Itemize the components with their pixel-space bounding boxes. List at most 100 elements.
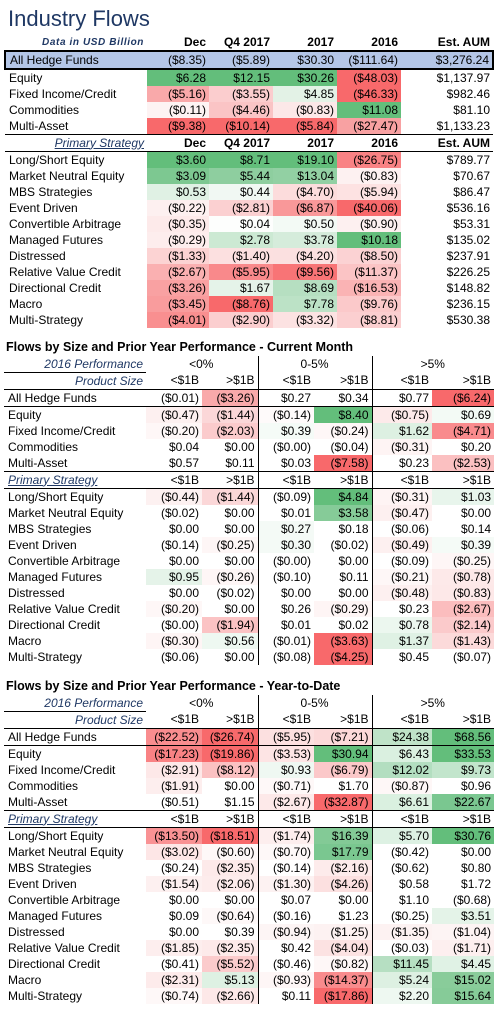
table-cell: ($0.94) xyxy=(257,924,315,940)
table-cell: $0.00 xyxy=(461,844,492,859)
row-label: Fixed Income/Credit xyxy=(9,86,117,101)
table-cell: $0.11 xyxy=(339,569,369,584)
table-cell: $1,133.23 xyxy=(436,118,490,133)
table-row: Equity ($17.23) ($19.86) ($3.53) $30.94 $6.43… xyxy=(4,745,495,762)
table-cell: $6.43 xyxy=(371,745,433,762)
table-cell: $30.94 xyxy=(314,745,373,762)
table-cell: ($3.26) xyxy=(147,280,209,296)
table-cell: ($0.21) xyxy=(371,569,433,585)
table-cell: ($1.33) xyxy=(147,248,209,264)
table-row: Commodities $0.04 $0.00 ($0.00) ($0.04) ($0.3… xyxy=(4,439,494,455)
table-row: Event Driven ($1.54) ($2.06) ($1.30) ($4.26)… xyxy=(4,876,494,892)
table-cell: ($4.26) xyxy=(314,876,373,892)
table-row: MBS Strategies ($0.24) ($2.35) ($0.14) ($2.1… xyxy=(4,860,494,876)
size-header: >$1B xyxy=(202,471,259,489)
table-cell: ($0.31) xyxy=(371,488,433,505)
table-cell: ($3.26) xyxy=(202,389,259,407)
table-cell: $0.00 xyxy=(224,601,255,616)
table-cell: ($0.14) xyxy=(160,537,199,552)
table-cell: ($0.71) xyxy=(257,778,315,794)
table-cell: ($0.24) xyxy=(314,423,373,439)
page-title: Industry Flows xyxy=(8,6,150,31)
row-label: Fixed Income/Credit xyxy=(8,762,116,777)
table-cell: ($2.67) xyxy=(257,794,315,811)
table-cell: $236.15 xyxy=(446,296,490,311)
table-cell: ($0.06) xyxy=(160,649,199,664)
table-cell: $3.51 xyxy=(432,908,495,924)
table-row: Directional Credit ($0.00) ($1.94) $0.01 $0.… xyxy=(4,617,495,633)
table-cell: ($0.25) xyxy=(202,537,259,553)
table-cell: ($0.83) xyxy=(273,102,337,118)
table-row: Market Neutral Equity ($3.02) ($0.60) ($0.7… xyxy=(4,844,494,860)
current-month-title: Flows by Size and Prior Year Performance… xyxy=(6,340,354,354)
table-cell: $4.84 xyxy=(314,488,373,505)
table-cell: $0.00 xyxy=(224,521,255,536)
table-cell: $68.56 xyxy=(432,728,495,746)
table-cell: $15.64 xyxy=(432,988,495,1004)
table-cell: ($2.03) xyxy=(202,423,259,439)
table-cell: ($0.14) xyxy=(257,406,315,423)
size-header: <$1B xyxy=(257,810,315,828)
table-row: Directional Credit ($3.26) $1.67 $8.69 ($16.… xyxy=(5,280,493,296)
table-cell: $13.04 xyxy=(273,168,337,184)
table-cell: ($2.66) xyxy=(202,988,259,1004)
table-row: Equity ($0.47) ($1.44) ($0.14) $8.40 ($0.75) $… xyxy=(4,406,495,423)
table-cell: ($5.94) xyxy=(337,184,401,200)
table-cell: $0.56 xyxy=(202,633,259,649)
table-row: Convertible Arbitrage ($0.35) $0.04 $0.50 ($… xyxy=(5,216,493,232)
table-cell: $53.31 xyxy=(453,216,490,231)
table-cell: ($0.06) xyxy=(371,521,433,537)
table-cell: ($0.49) xyxy=(371,537,433,553)
table-cell: $0.96 xyxy=(461,778,492,793)
table-cell: ($0.29) xyxy=(314,601,373,617)
performance-group: >5% xyxy=(371,695,495,712)
table-cell: $135.02 xyxy=(446,232,490,247)
row-label: MBS Strategies xyxy=(8,860,92,875)
size-header: >$1B xyxy=(432,471,495,489)
size-label: Product Size xyxy=(4,372,146,390)
table-cell: ($1.74) xyxy=(257,827,315,844)
table-cell: ($2.14) xyxy=(432,617,495,633)
performance-header-row: 2016 Performance <0% 0-5% >5% xyxy=(4,695,495,712)
table-cell: $0.44 xyxy=(209,184,273,200)
table-cell: $1.15 xyxy=(224,794,255,809)
table-cell: ($13.50) xyxy=(146,827,202,844)
all-hedge-funds-row: All Hedge Funds ($22.52) ($26.74) ($5.95) ($… xyxy=(4,728,495,746)
table-cell: ($0.31) xyxy=(371,439,433,455)
table-cell: $6.61 xyxy=(371,794,433,811)
table-cell: ($17.23) xyxy=(146,745,202,762)
table-cell: $3,276.24 xyxy=(435,52,489,67)
table-cell: $0.20 xyxy=(461,439,492,454)
table-row: Multi-Strategy ($4.01) ($2.90) ($3.32) ($8.8… xyxy=(5,312,493,328)
table-cell: $0.01 xyxy=(257,505,315,521)
table-cell: ($0.20) xyxy=(146,601,202,617)
table-cell: $0.93 xyxy=(257,762,315,778)
table-cell: $0.57 xyxy=(168,455,199,470)
table-cell: $33.53 xyxy=(432,745,495,762)
table-cell: $0.00 xyxy=(224,892,255,907)
table-cell: ($0.78) xyxy=(432,569,495,585)
column-header: Dec xyxy=(147,134,209,152)
table-cell: ($0.02) xyxy=(330,537,369,552)
table-cell: $0.00 xyxy=(168,553,199,568)
table-cell: $30.30 xyxy=(297,52,334,67)
table-cell: $8.71 xyxy=(209,151,273,168)
all-hedge-funds-row: All Hedge Funds ($8.35) ($5.89) $30.30 ($111… xyxy=(5,51,493,69)
table-row: Fixed Income/Credit ($5.16) ($3.55) $4.85 ($… xyxy=(5,86,493,102)
table-cell: ($1.43) xyxy=(432,633,495,649)
table-cell: $0.50 xyxy=(273,216,337,232)
table-row: Equity $6.28 $12.15 $30.26 ($48.03) $1,137.97 xyxy=(5,69,493,86)
table-cell: $8.40 xyxy=(314,406,373,423)
table-cell: ($0.08) xyxy=(257,649,315,665)
table-cell: $0.09 xyxy=(168,908,199,923)
column-header: Est. AUM xyxy=(401,134,493,152)
table-cell: ($1.04) xyxy=(432,924,495,940)
row-label: Equity xyxy=(8,407,42,422)
table-cell: ($4.20) xyxy=(273,248,337,264)
table-cell: $0.07 xyxy=(257,892,315,908)
table-row: Relative Value Credit ($2.67) ($5.95) ($9.5… xyxy=(5,264,493,280)
table-cell: ($1.44) xyxy=(202,488,259,505)
table-cell: ($0.09) xyxy=(371,553,433,569)
table-cell: ($1.54) xyxy=(146,876,202,892)
table-row: Long/Short Equity ($13.50) ($18.51) ($1.74)… xyxy=(4,827,495,844)
